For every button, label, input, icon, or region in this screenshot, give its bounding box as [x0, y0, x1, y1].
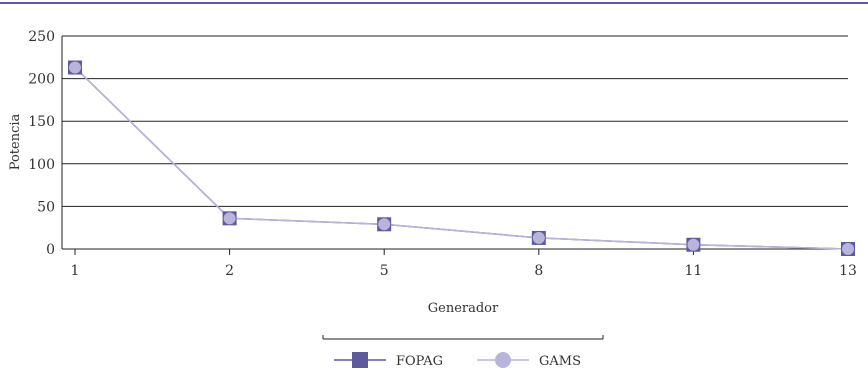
y-tick-labels: 0 50 100 150 200 250 [28, 29, 55, 258]
y-tick-label: 200 [28, 72, 55, 88]
point-gams [378, 218, 391, 231]
legend-label-gams: GAMS [539, 354, 581, 369]
point-gams [532, 231, 545, 244]
y-tick-label: 0 [46, 242, 55, 258]
series-line-fopag [74, 66, 849, 250]
y-tick-label: 250 [28, 29, 55, 45]
series-markers [68, 60, 855, 256]
legend: FOPAG GAMS [322, 335, 604, 369]
y-axis-title: Potencia [8, 113, 23, 170]
point-gams [223, 212, 236, 225]
x-tick-label: 13 [839, 263, 857, 279]
series-lines [74, 66, 849, 250]
legend-marker-fopag [352, 352, 368, 368]
legend-marker-gams [495, 352, 511, 368]
legend-label-fopag: FOPAG [396, 354, 443, 369]
point-gams [842, 243, 854, 255]
point-gams [687, 238, 700, 251]
x-tick-label: 2 [225, 263, 234, 279]
y-tick-label: 100 [28, 157, 55, 173]
grid-lines [61, 35, 848, 250]
x-tick-label: 11 [684, 263, 702, 279]
x-tick-label: 8 [534, 263, 543, 279]
x-tick-labels: 1 2 5 8 11 13 [71, 249, 857, 279]
series-line-gams [74, 66, 849, 250]
y-tick-label: 150 [28, 114, 55, 130]
y-tick-label: 50 [37, 199, 55, 215]
x-tick-label: 1 [71, 263, 80, 279]
point-gams [69, 61, 81, 74]
x-axis-title: Generador [428, 301, 499, 316]
x-tick-label: 5 [380, 263, 389, 279]
